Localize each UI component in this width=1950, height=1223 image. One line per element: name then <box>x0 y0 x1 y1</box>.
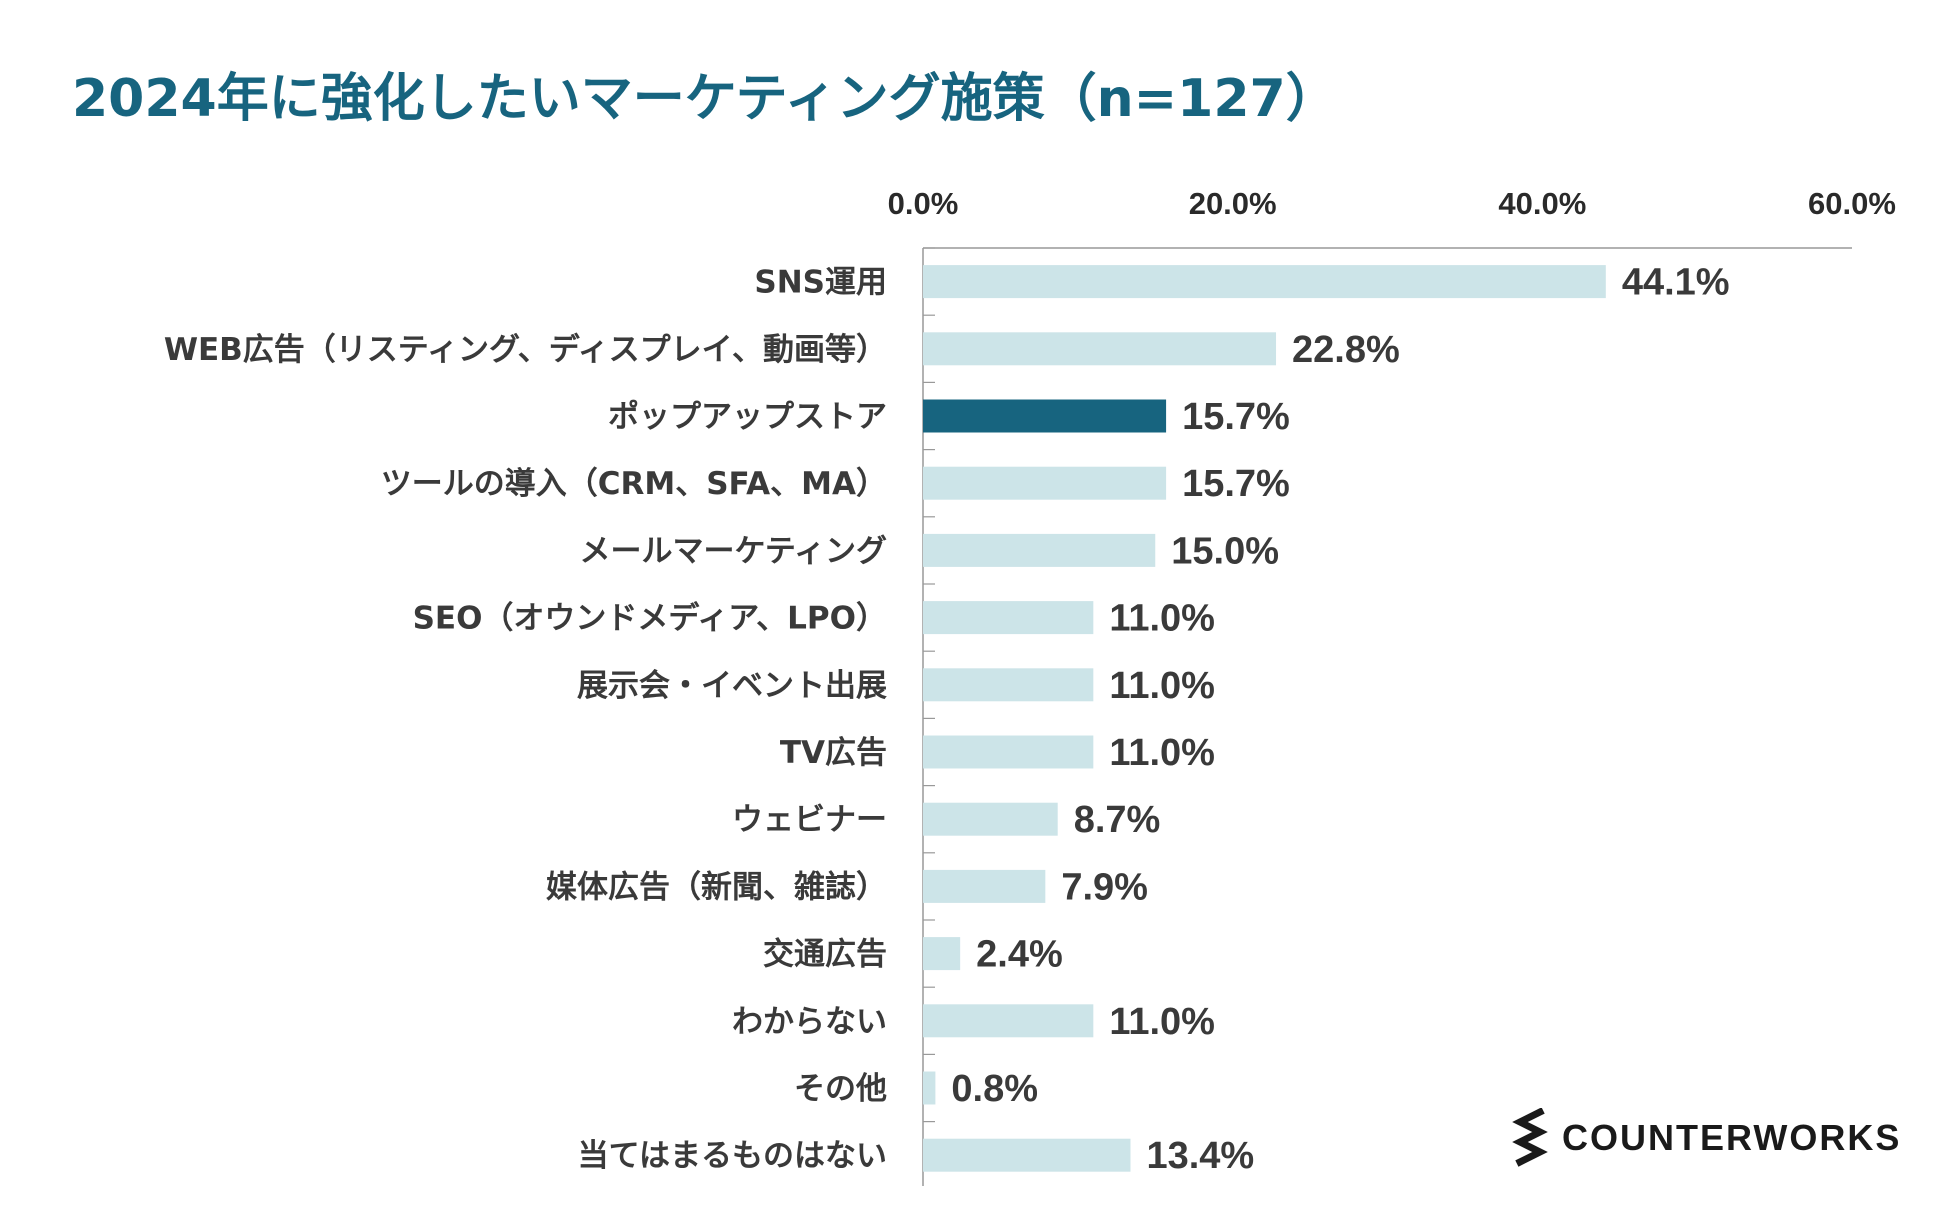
zigzag-logo-icon <box>1512 1108 1548 1167</box>
category-label: WEB広告（リスティング、ディスプレイ、動画等） <box>164 332 887 368</box>
value-label: 11.0% <box>1109 732 1215 774</box>
value-label: 0.8% <box>951 1068 1038 1110</box>
chart-title: 2024年に強化したいマーケティング施策（n=127） <box>72 69 1338 129</box>
x-tick-label: 60.0% <box>1808 186 1896 221</box>
category-label: 当てはまるものはない <box>578 1138 887 1174</box>
bar <box>923 802 1058 836</box>
bar <box>923 937 961 971</box>
value-label: 11.0% <box>1109 1001 1215 1043</box>
value-label: 11.0% <box>1109 598 1215 640</box>
category-label: ウェビナー <box>732 802 887 838</box>
category-label: ポップアップストア <box>608 399 887 435</box>
category-label: メールマーケティング <box>579 533 887 569</box>
value-label: 15.7% <box>1182 463 1290 505</box>
value-label: 8.7% <box>1074 799 1161 841</box>
x-tick-label: 0.0% <box>888 186 959 221</box>
x-tick-label: 40.0% <box>1498 186 1586 221</box>
value-label: 22.8% <box>1292 329 1400 371</box>
bar <box>923 265 1606 299</box>
category-label: 媒体広告（新聞、雑誌） <box>546 869 887 905</box>
bar <box>923 1004 1094 1038</box>
category-label: 交通広告 <box>763 937 887 973</box>
category-label: その他 <box>794 1071 887 1107</box>
category-label: SEO（オウンドメディア、LPO） <box>413 601 887 637</box>
category-label: わからない <box>732 1004 887 1040</box>
category-label: SNS運用 <box>754 265 887 301</box>
bar <box>923 332 1277 366</box>
value-label: 15.7% <box>1182 396 1290 438</box>
bar <box>923 735 1094 769</box>
bar <box>923 668 1094 702</box>
value-label: 15.0% <box>1171 530 1279 572</box>
value-label: 11.0% <box>1109 665 1215 707</box>
value-label: 44.1% <box>1622 262 1730 304</box>
bar-highlight <box>923 399 1167 433</box>
category-label: ツールの導入（CRM、SFA、MA） <box>381 466 887 502</box>
value-label: 7.9% <box>1061 866 1148 908</box>
category-label: 展示会・イベント出展 <box>577 668 887 704</box>
bar <box>923 1071 936 1105</box>
bar <box>923 869 1046 903</box>
brand-name: COUNTERWORKS <box>1562 1117 1902 1158</box>
category-label: TV広告 <box>780 735 887 771</box>
bar <box>923 1138 1131 1172</box>
brand-logo: COUNTERWORKS <box>1510 1108 1901 1168</box>
bar <box>923 466 1167 500</box>
bar <box>923 601 1094 635</box>
value-label: 2.4% <box>976 934 1063 976</box>
bar <box>923 533 1156 567</box>
value-label: 13.4% <box>1146 1135 1254 1177</box>
x-tick-label: 20.0% <box>1189 186 1277 221</box>
